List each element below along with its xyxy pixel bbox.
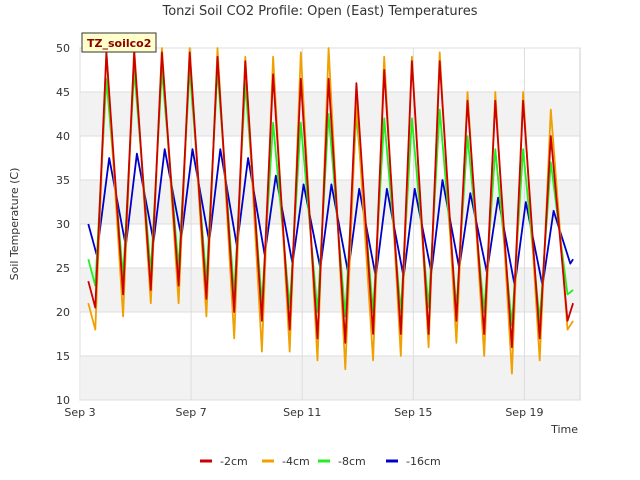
background-band xyxy=(81,356,579,400)
x-tick-label: Sep 3 xyxy=(64,406,95,419)
y-tick-label: 10 xyxy=(56,394,70,407)
legend-item: -16cm xyxy=(386,455,441,468)
x-axis-ticks: Sep 3 Sep 7 Sep 11 Sep 15 Sep 19 xyxy=(64,406,543,419)
background-band xyxy=(81,268,579,312)
legend-label: -16cm xyxy=(406,455,441,468)
series-line-minus-2cm xyxy=(87,51,574,349)
legend-label: -4cm xyxy=(282,455,310,468)
series-line-minus-4cm xyxy=(87,47,574,375)
x-tick-label: Sep 11 xyxy=(283,406,321,419)
series-lines xyxy=(87,47,574,375)
annotation-box: TZ_soilco2 xyxy=(81,32,157,53)
y-tick-label: 20 xyxy=(56,306,70,319)
legend-label: -2cm xyxy=(220,455,248,468)
y-tick-label: 50 xyxy=(56,42,70,55)
legend-item: -2cm xyxy=(200,455,248,468)
y-tick-label: 15 xyxy=(56,350,70,363)
x-axis-label: Time xyxy=(550,423,578,436)
x-tick-label: Sep 7 xyxy=(175,406,206,419)
x-tick-label: Sep 19 xyxy=(505,406,543,419)
legend-label: -8cm xyxy=(338,455,366,468)
y-axis-label: Soil Temperature (C) xyxy=(8,168,21,281)
y-axis-ticks: 10 15 20 25 30 35 40 45 50 xyxy=(56,42,70,407)
y-tick-label: 45 xyxy=(56,86,70,99)
y-tick-label: 30 xyxy=(56,218,70,231)
legend-item: -8cm xyxy=(318,455,366,468)
annotation-label: TZ_soilco2 xyxy=(87,37,151,50)
y-tick-label: 35 xyxy=(56,174,70,187)
series-line-minus-16cm xyxy=(87,148,574,287)
annotation-background xyxy=(81,32,157,53)
legend: -2cm -4cm -8cm -16cm xyxy=(200,455,441,468)
y-tick-label: 40 xyxy=(56,130,70,143)
chart-title: Tonzi Soil CO2 Profile: Open (East) Temp… xyxy=(161,4,477,19)
y-tick-label: 25 xyxy=(56,262,70,275)
x-tick-label: Sep 15 xyxy=(394,406,432,419)
legend-item: -4cm xyxy=(262,455,310,468)
